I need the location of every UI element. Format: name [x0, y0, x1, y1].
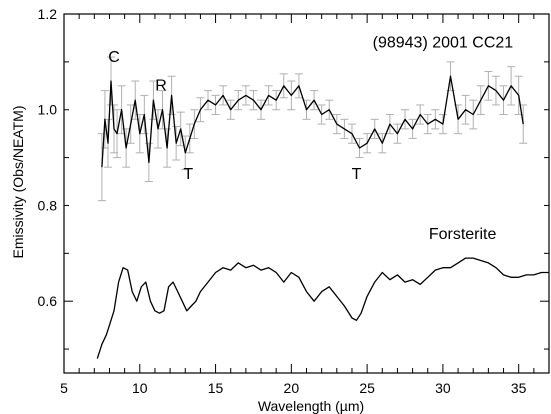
x-tick-label: 25: [359, 380, 375, 396]
x-tick-label: 20: [284, 380, 300, 396]
object-label: (98943) 2001 CC21: [373, 35, 514, 52]
feature-label-t2: T: [352, 166, 362, 183]
x-axis-title: Wavelength (µm): [258, 398, 364, 414]
x-tick-label: 35: [511, 380, 527, 396]
plot-border: [63, 13, 550, 374]
feature-label-t1: T: [183, 166, 193, 183]
y-tick-label: 1.2: [38, 6, 58, 22]
forsterite-spectrum-line: [96, 257, 549, 359]
x-tick-label: 5: [60, 380, 68, 396]
y-tick-label: 1.0: [38, 102, 58, 118]
series-lines: [96, 75, 549, 359]
annotations: (98943) 2001 CC21 C R T T Forsterite: [108, 35, 513, 243]
x-tick-label: 15: [208, 380, 224, 396]
forsterite-label: Forsterite: [429, 226, 497, 243]
feature-label-r: R: [155, 78, 167, 95]
y-axis-ticks: 0.6 0.8 1.0 1.2: [38, 6, 549, 350]
x-tick-label: 10: [132, 380, 148, 396]
plot-frame: [63, 13, 550, 374]
y-tick-label: 0.8: [38, 197, 58, 213]
x-tick-label: 30: [435, 380, 451, 396]
x-axis-ticks: 5 10 15 20 25 30 35: [60, 14, 550, 396]
y-tick-label: 0.6: [38, 293, 58, 309]
y-axis-title: Emissivity (Obs/NEATM): [10, 106, 26, 259]
emissivity-spectrum-line: [101, 75, 524, 168]
feature-label-c: C: [108, 49, 120, 66]
